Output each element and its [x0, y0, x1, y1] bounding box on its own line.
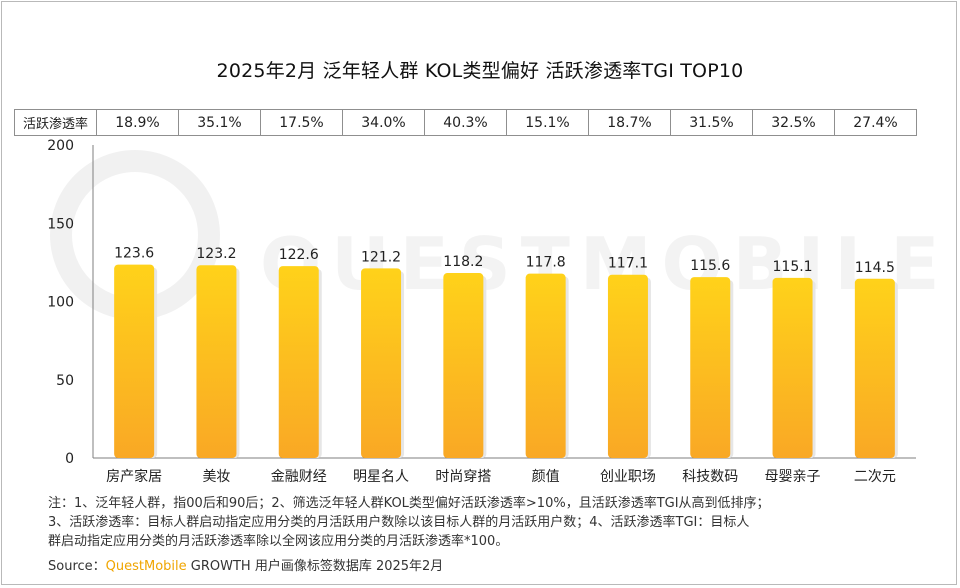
x-tick-label: 房产家居	[106, 468, 162, 485]
bar-value-label: 118.2	[443, 254, 483, 270]
y-tick-label: 100	[47, 295, 74, 311]
chart-title: 2025年2月 泛年轻人群 KOL类型偏好 活跃渗透率TGI TOP10	[216, 60, 744, 82]
x-tick-label: 二次元	[854, 469, 896, 485]
x-tick-label: 时尚穿搭	[435, 469, 491, 485]
table-cell: 18.9%	[96, 109, 179, 136]
x-tick-label: 金融财经	[271, 469, 327, 485]
source-text: GROWTH 用户画像标签数据库 2025年2月	[186, 559, 444, 574]
footnote-line: 3、活跃渗透率：目标人群启动指定应用分类的月活跃用户数除以该目标人群的月活跃用户…	[48, 515, 750, 530]
y-tick-label: 50	[56, 373, 74, 389]
table-cell: 15.1%	[506, 109, 589, 136]
bar-value-label: 123.6	[114, 246, 154, 262]
bar-value-label: 114.5	[855, 260, 895, 276]
x-tick-label: 明星名人	[353, 469, 409, 485]
y-tick-label: 150	[47, 216, 74, 232]
bar-value-label: 117.8	[526, 255, 566, 271]
source-brand: QuestMobile	[105, 559, 187, 574]
table-row: 活跃渗透率 18.9% 35.1% 17.5% 34.0% 40.3% 15.1…	[14, 109, 917, 136]
bar	[525, 273, 566, 458]
bar-value-label: 122.6	[279, 247, 319, 263]
table-cell: 18.7%	[588, 109, 671, 136]
bar-value-label: 121.2	[361, 249, 401, 265]
table-cell: 35.1%	[178, 109, 261, 136]
source-line: Source：QuestMobile GROWTH 用户画像标签数据库 2025…	[48, 555, 443, 574]
bar-value-label: 123.2	[196, 246, 236, 262]
bar	[196, 265, 237, 458]
source-label: Source：	[48, 559, 106, 574]
bar	[443, 273, 484, 458]
footnote-line: 注：1、泛年轻人群，指00后和90后；2、筛选泛年轻人群KOL类型偏好活跃渗透率…	[48, 496, 770, 511]
x-tick-label: 母婴亲子	[765, 469, 821, 485]
bar	[690, 277, 731, 458]
bar-value-label: 115.6	[690, 258, 730, 274]
table-cell: 27.4%	[834, 109, 917, 136]
footnote-line: 群启动指定应用分类的月活跃渗透率除以全网该应用分类的月活跃渗透率*100。	[48, 534, 509, 549]
bar	[278, 266, 319, 458]
footnotes: 注：1、泛年轻人群，指00后和90后；2、筛选泛年轻人群KOL类型偏好活跃渗透率…	[48, 494, 928, 551]
bar-value-label: 115.1	[773, 259, 813, 275]
bar-value-label: 117.1	[608, 256, 648, 272]
table-cell: 31.5%	[670, 109, 753, 136]
x-tick-label: 颜值	[532, 469, 560, 485]
table-row-label: 活跃渗透率	[14, 109, 97, 136]
x-tick-label: 创业职场	[600, 469, 656, 485]
penetration-rate-table: 活跃渗透率 18.9% 35.1% 17.5% 34.0% 40.3% 15.1…	[14, 109, 917, 136]
bar	[607, 274, 648, 458]
table-cell: 40.3%	[424, 109, 507, 136]
table-cell: 17.5%	[260, 109, 343, 136]
bar	[854, 278, 895, 458]
y-tick-label: 200	[47, 138, 74, 154]
table-cell: 34.0%	[342, 109, 425, 136]
bar	[114, 264, 155, 458]
x-tick-label: 科技数码	[682, 469, 738, 485]
bar	[772, 277, 813, 458]
bar	[361, 268, 402, 458]
x-tick-label: 美妆	[202, 469, 230, 485]
y-tick-label: 0	[65, 451, 74, 467]
bars-layer: 123.6 房产家居 123.2 美妆 122.6 金融财经 121.2 明星名人 118.2 时…	[106, 246, 898, 485]
